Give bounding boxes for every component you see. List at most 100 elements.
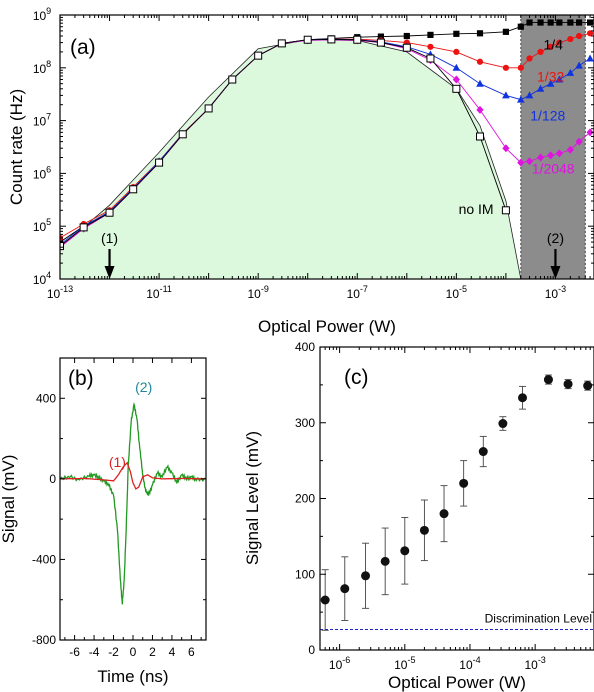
x-tick-label: 10-3: [545, 284, 566, 301]
x-tick-label: 10-5: [394, 655, 415, 672]
data-point-1-4: [502, 28, 510, 35]
data-point-no-im: [376, 38, 385, 47]
data-point-1-4: [453, 30, 460, 37]
data-point-1-2048: [502, 144, 510, 153]
data-point-1-32: [537, 48, 544, 56]
data-point-1-32: [547, 43, 554, 50]
x-tick-label: 10-6: [329, 655, 350, 672]
panel-a-xlabel: Optical Power (W): [258, 317, 396, 336]
y-tick-label-exp: 9: [46, 6, 51, 16]
data-point-1-128: [476, 79, 484, 87]
data-point-1-2048: [525, 157, 534, 166]
discrimination-level-label: Discrimination Level: [485, 612, 592, 626]
x-tick-label-base: 10: [347, 287, 361, 301]
arrow-annotation-label: (1): [101, 230, 118, 246]
panel-c-label: (c): [344, 366, 369, 389]
x-tick-label-base: 10: [459, 658, 473, 672]
y-tick-label-exp: 7: [46, 112, 51, 122]
data-point-1-128: [555, 75, 564, 83]
series-label: 1/2048: [532, 160, 575, 176]
y-tick-label: 106: [33, 164, 51, 181]
x-tick-label: 2: [149, 645, 156, 659]
data-point-1-2048: [536, 153, 545, 162]
data-point-1-2048: [547, 151, 555, 160]
y-tick-label: 104: [33, 270, 51, 287]
data-point-1-32: [502, 64, 510, 71]
y-tick-label: 105: [33, 217, 51, 234]
y-tick-label-exp: 6: [46, 164, 51, 174]
data-point-1-4: [377, 33, 385, 40]
x-tick-label-base: 10: [247, 287, 261, 301]
x-tick-label-base: 10: [329, 658, 343, 672]
data-point: [543, 375, 553, 385]
arrow-annotation-head: [104, 266, 115, 279]
data-point: [459, 478, 469, 488]
x-tick-label: 10-5: [446, 284, 467, 301]
panel-c-frame: [319, 346, 594, 651]
x-tick-label-exp: -3: [538, 655, 546, 665]
data-point: [498, 419, 508, 429]
x-tick-label-base: 10: [524, 658, 538, 672]
data-point-no-im: [303, 35, 312, 44]
data-point-1-2048: [555, 149, 563, 158]
data-point-1-32: [556, 39, 563, 46]
y-tick-label: -400: [32, 552, 56, 566]
data-point-no-im: [60, 242, 64, 251]
data-point-no-im: [228, 75, 237, 84]
y-tick-label-exp: 8: [46, 59, 51, 69]
y-tick-label-base: 10: [33, 220, 47, 234]
data-point-1-4: [575, 19, 583, 26]
data-point-no-im: [105, 208, 114, 217]
data-point-1-4: [547, 19, 554, 26]
data-point: [583, 381, 593, 391]
y-tick-label: 108: [33, 59, 51, 76]
x-tick-label-exp: -7: [360, 284, 368, 294]
data-point-1-32: [517, 64, 524, 71]
series-label: 1/128: [530, 108, 565, 124]
y-tick-label: 109: [33, 6, 51, 23]
series-label: 1/32: [537, 69, 564, 85]
data-point-no-im: [353, 35, 362, 44]
x-tick-label: 0: [130, 645, 137, 659]
data-point-1-2048: [575, 137, 583, 146]
data-point-1-32: [567, 35, 574, 43]
y-tick-label: 400: [295, 340, 315, 354]
data-point-no-im: [155, 158, 164, 167]
x-tick-label-base: 10: [146, 287, 160, 301]
data-point-1-4: [556, 19, 563, 26]
data-point: [419, 525, 429, 535]
x-tick-label-base: 10: [446, 287, 460, 301]
data-point-1-4: [567, 19, 574, 26]
data-point-1-128: [566, 68, 575, 76]
x-tick-label-exp: -9: [261, 284, 269, 294]
y-tick-label: 0: [49, 472, 56, 486]
data-point-1-32: [476, 58, 484, 65]
data-point-1-4: [537, 19, 544, 26]
series-label: 1/4: [543, 37, 563, 53]
panel-a-label: (a): [70, 36, 96, 59]
data-point-no-im: [129, 185, 138, 194]
y-tick-label-base: 10: [33, 62, 47, 76]
data-point: [518, 393, 528, 403]
data-point-1-4: [526, 19, 533, 26]
data-point-1-128: [525, 91, 534, 99]
data-point-1-128: [546, 79, 555, 87]
data-point-1-2048: [452, 75, 460, 84]
y-tick-label-base: 10: [33, 273, 47, 287]
y-tick-label: 400: [36, 391, 56, 405]
series-label: no IM: [459, 201, 494, 217]
x-tick-label-exp: -13: [60, 284, 73, 294]
y-tick-label: 200: [295, 492, 315, 506]
x-tick-label: 10-13: [47, 284, 73, 301]
data-point: [478, 447, 488, 457]
data-point-no-im: [327, 35, 336, 44]
data-point-1-32: [575, 32, 583, 40]
panel-c: Discrimination Level 10-6 10-5 10-4 10-3010…: [243, 340, 594, 692]
data-point-no-im: [178, 130, 187, 139]
data-point: [320, 595, 330, 605]
x-tick-label-base: 10: [47, 287, 61, 301]
y-tick-label: 100: [295, 567, 315, 581]
